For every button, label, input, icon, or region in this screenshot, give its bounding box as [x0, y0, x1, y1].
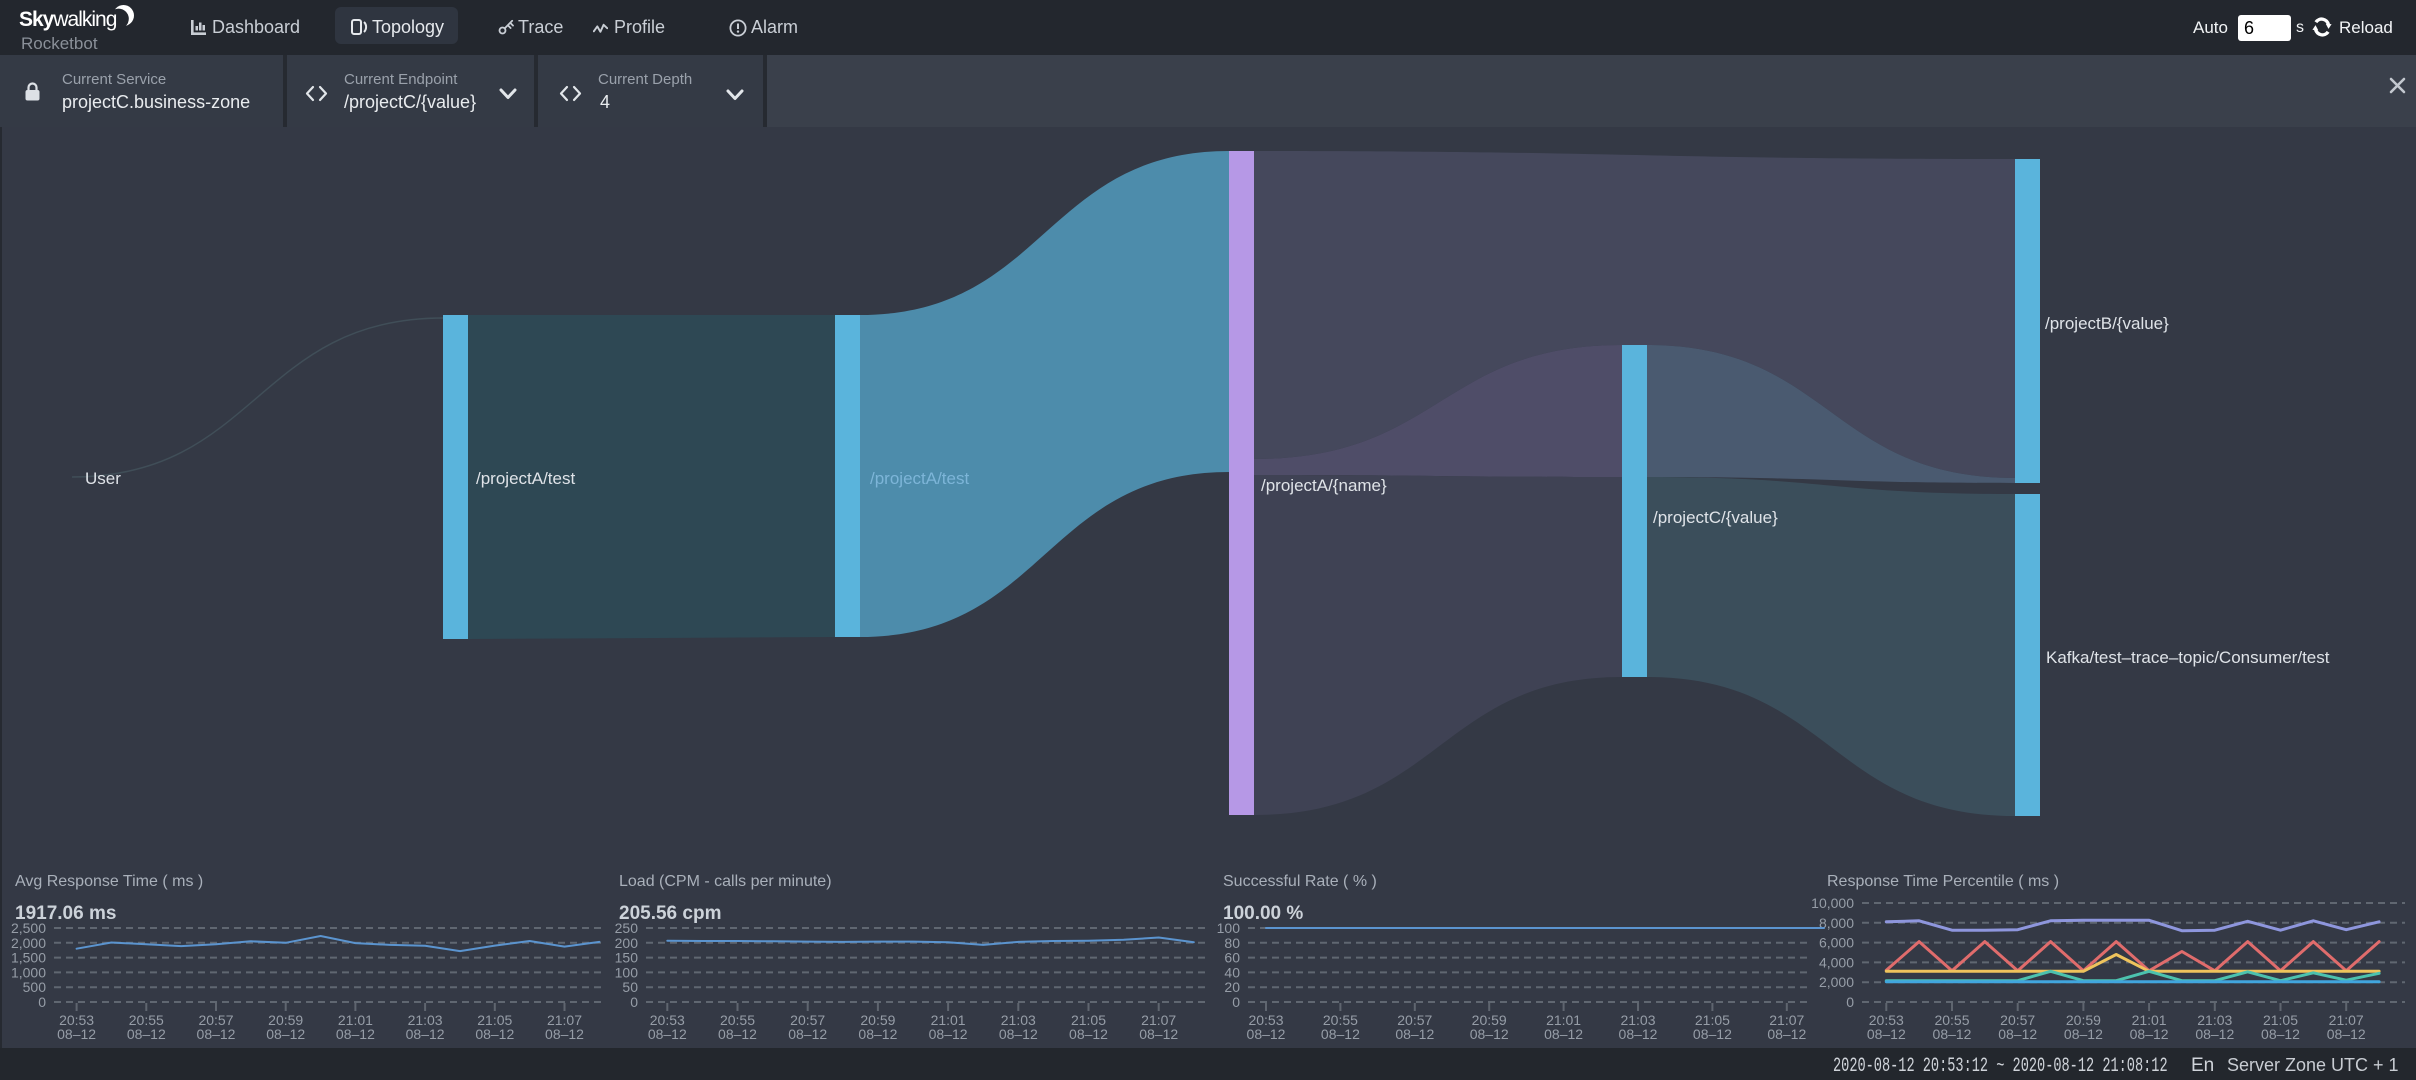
svg-text:150: 150	[615, 950, 639, 966]
svg-text:2,500: 2,500	[11, 920, 46, 936]
svg-text:2,000: 2,000	[1819, 974, 1854, 990]
svg-text:80: 80	[1224, 935, 1240, 951]
svg-text:500: 500	[23, 979, 47, 995]
svg-text:50: 50	[622, 979, 638, 995]
svg-text:8,000: 8,000	[1819, 915, 1854, 931]
svg-text:0: 0	[630, 994, 638, 1010]
svg-text:100.00 %: 100.00 %	[1223, 903, 1303, 924]
svg-text:Response Time Percentile ( ms: Response Time Percentile ( ms )	[1827, 873, 2059, 890]
svg-text:6,000: 6,000	[1819, 935, 1854, 951]
svg-text:0: 0	[1846, 994, 1854, 1010]
svg-text:100: 100	[615, 964, 639, 980]
svg-text:/projectB/{value}: /projectB/{value}	[2045, 314, 2169, 333]
svg-text:/projectC/{value}: /projectC/{value}	[1653, 508, 1778, 527]
svg-text:Avg Response Time ( ms ): Avg Response Time ( ms )	[15, 873, 203, 890]
svg-text:200: 200	[615, 935, 639, 951]
svg-text:60: 60	[1224, 950, 1240, 966]
svg-text:1917.06 ms: 1917.06 ms	[15, 903, 116, 924]
svg-text:2,000: 2,000	[11, 935, 46, 951]
svg-text:User: User	[85, 469, 121, 488]
svg-text:0: 0	[38, 994, 46, 1010]
svg-text:40: 40	[1224, 964, 1240, 980]
svg-text:/projectA/test: /projectA/test	[476, 469, 575, 488]
svg-text:Load (CPM - calls per minute): Load (CPM - calls per minute)	[619, 873, 832, 890]
svg-text:250: 250	[615, 920, 639, 936]
svg-text:Kafka/test–trace–topic/Consume: Kafka/test–trace–topic/Consumer/test	[2046, 648, 2330, 667]
svg-text:0: 0	[1232, 994, 1240, 1010]
svg-text:Successful Rate ( % ): Successful Rate ( % )	[1223, 873, 1377, 890]
svg-text:4,000: 4,000	[1819, 954, 1854, 970]
svg-text:1,500: 1,500	[11, 950, 46, 966]
svg-text:10,000: 10,000	[1811, 895, 1854, 911]
svg-text:/projectA/test: /projectA/test	[870, 469, 969, 488]
svg-text:100: 100	[1217, 920, 1241, 936]
svg-text:205.56 cpm: 205.56 cpm	[619, 903, 721, 924]
svg-text:/projectA/{name}: /projectA/{name}	[1261, 476, 1387, 495]
svg-text:1,000: 1,000	[11, 964, 46, 980]
svg-text:20: 20	[1224, 979, 1240, 995]
